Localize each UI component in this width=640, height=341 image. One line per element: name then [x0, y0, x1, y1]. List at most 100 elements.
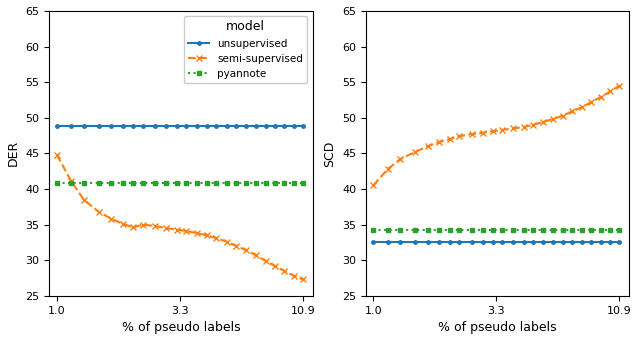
pyannote: [212, 180, 220, 184]
unsupervised: [559, 240, 566, 244]
pyannote: [119, 180, 127, 184]
pyannote: [499, 228, 506, 232]
pyannote: [203, 180, 211, 184]
pyannote: [489, 228, 497, 232]
unsupervised: [53, 123, 61, 128]
semi-supervised: [193, 231, 201, 235]
semi-supervised: [299, 277, 307, 281]
unsupervised: [520, 240, 527, 244]
semi-supervised: [203, 233, 211, 237]
Y-axis label: SCD: SCD: [323, 140, 337, 166]
unsupervised: [384, 240, 392, 244]
semi-supervised: [271, 264, 278, 268]
pyannote: [182, 180, 189, 184]
unsupervised: [509, 240, 517, 244]
pyannote: [108, 180, 115, 184]
semi-supervised: [67, 179, 75, 183]
pyannote: [223, 180, 230, 184]
unsupervised: [436, 240, 444, 244]
unsupervised: [499, 240, 506, 244]
semi-supervised: [232, 244, 240, 248]
unsupervised: [616, 240, 623, 244]
semi-supervised: [446, 137, 454, 141]
X-axis label: % of pseudo labels: % of pseudo labels: [438, 321, 557, 334]
unsupervised: [67, 123, 75, 128]
unsupervised: [280, 123, 288, 128]
pyannote: [243, 180, 250, 184]
pyannote: [540, 228, 547, 232]
unsupervised: [579, 240, 586, 244]
pyannote: [446, 228, 454, 232]
pyannote: [412, 228, 419, 232]
pyannote: [95, 180, 102, 184]
pyannote: [559, 228, 566, 232]
pyannote: [520, 228, 527, 232]
semi-supervised: [548, 117, 556, 121]
pyannote: [607, 228, 614, 232]
unsupervised: [597, 240, 605, 244]
unsupervised: [588, 240, 595, 244]
pyannote: [369, 228, 377, 232]
semi-supervised: [455, 134, 463, 138]
pyannote: [151, 180, 159, 184]
pyannote: [509, 228, 517, 232]
semi-supervised: [290, 274, 298, 278]
pyannote: [468, 228, 476, 232]
semi-supervised: [529, 123, 536, 127]
semi-supervised: [509, 127, 517, 131]
unsupervised: [540, 240, 547, 244]
unsupervised: [139, 123, 147, 128]
pyannote: [455, 228, 463, 232]
Legend: unsupervised, semi-supervised, pyannote: unsupervised, semi-supervised, pyannote: [184, 16, 307, 83]
unsupervised: [212, 123, 220, 128]
semi-supervised: [607, 89, 614, 93]
semi-supervised: [424, 144, 432, 148]
semi-supervised: [397, 157, 404, 161]
Y-axis label: DER: DER: [7, 140, 20, 166]
unsupervised: [479, 240, 487, 244]
semi-supervised: [568, 109, 576, 114]
unsupervised: [173, 123, 180, 128]
Line: pyannote: pyannote: [371, 228, 621, 232]
semi-supervised: [540, 120, 547, 124]
unsupervised: [548, 240, 556, 244]
pyannote: [397, 228, 404, 232]
semi-supervised: [579, 105, 586, 109]
semi-supervised: [588, 100, 595, 104]
unsupervised: [489, 240, 497, 244]
Line: unsupervised: unsupervised: [55, 124, 305, 127]
semi-supervised: [80, 197, 88, 202]
pyannote: [548, 228, 556, 232]
pyannote: [424, 228, 432, 232]
pyannote: [529, 228, 536, 232]
unsupervised: [446, 240, 454, 244]
unsupervised: [163, 123, 170, 128]
unsupervised: [129, 123, 137, 128]
semi-supervised: [616, 84, 623, 88]
unsupervised: [397, 240, 404, 244]
unsupervised: [607, 240, 614, 244]
pyannote: [139, 180, 147, 184]
semi-supervised: [436, 140, 444, 144]
semi-supervised: [468, 132, 476, 136]
unsupervised: [232, 123, 240, 128]
unsupervised: [568, 240, 576, 244]
pyannote: [232, 180, 240, 184]
unsupervised: [119, 123, 127, 128]
pyannote: [568, 228, 576, 232]
unsupervised: [193, 123, 201, 128]
pyannote: [290, 180, 298, 184]
semi-supervised: [520, 125, 527, 129]
Line: pyannote: pyannote: [55, 180, 305, 184]
pyannote: [163, 180, 170, 184]
Line: unsupervised: unsupervised: [372, 241, 621, 244]
Line: semi-supervised: semi-supervised: [371, 83, 622, 188]
semi-supervised: [53, 153, 61, 157]
pyannote: [616, 228, 623, 232]
unsupervised: [299, 123, 307, 128]
semi-supervised: [108, 217, 115, 221]
unsupervised: [108, 123, 115, 128]
semi-supervised: [559, 114, 566, 118]
unsupervised: [412, 240, 419, 244]
semi-supervised: [280, 269, 288, 273]
